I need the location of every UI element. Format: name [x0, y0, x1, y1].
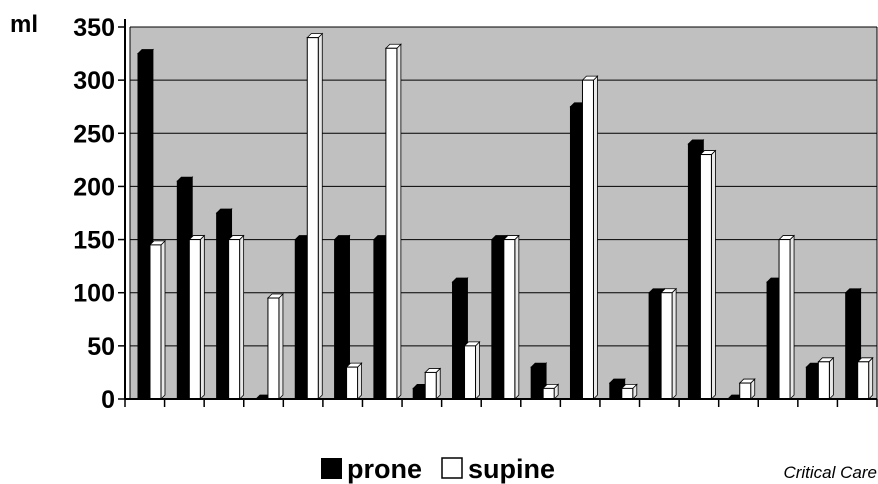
bars: [137, 32, 874, 400]
bar-front: [805, 366, 818, 400]
axes: [118, 19, 878, 407]
bar-side: [317, 32, 323, 400]
bar-side: [357, 362, 362, 400]
bar-side: [868, 356, 874, 400]
bar-supine-13: [620, 383, 638, 400]
bar-front: [621, 387, 634, 400]
bar-front: [346, 366, 359, 400]
bar-front: [503, 239, 516, 400]
bar-front: [648, 292, 661, 400]
bar-side: [789, 234, 795, 400]
bar-side: [593, 75, 598, 400]
bar-supine-16: [738, 378, 756, 400]
y-tick-label: 150: [73, 227, 115, 255]
bar-front: [334, 239, 347, 400]
legend: prone supine: [321, 454, 555, 484]
y-tick-label: 50: [87, 333, 115, 361]
bar-supine-15: [699, 149, 717, 400]
bar-front: [373, 239, 386, 400]
bar-front: [137, 53, 150, 400]
legend-label-supine: supine: [468, 454, 555, 484]
bar-side: [514, 234, 520, 400]
bar-supine-14: [660, 287, 678, 400]
bar-front: [424, 371, 437, 400]
bar-front: [687, 143, 700, 400]
bar-supine-8: [424, 367, 442, 400]
bar-side: [435, 367, 441, 400]
bar-supine-2: [188, 234, 206, 400]
bar-front: [609, 382, 622, 400]
bar-side: [475, 340, 480, 400]
bar-supine-1: [149, 239, 166, 400]
bar-front: [176, 180, 189, 400]
bar-front: [216, 212, 229, 400]
bar-front: [149, 244, 162, 400]
bar-supine-3: [227, 234, 245, 400]
bar-supine-18: [817, 356, 835, 400]
bar-front: [294, 239, 307, 400]
y-tick-label: 350: [73, 14, 115, 42]
bar-supine-4: [266, 293, 284, 400]
bar-front: [491, 239, 504, 400]
legend-label-prone: prone: [347, 454, 422, 484]
bar-front: [766, 281, 779, 400]
bar-front: [530, 366, 543, 400]
y-axis-label: ml: [10, 11, 38, 38]
bar-supine-10: [502, 234, 520, 400]
bar-side: [671, 287, 677, 400]
bar-front: [385, 47, 398, 400]
journal-credit: Critical Care: [783, 463, 877, 482]
bar-supine-12: [581, 75, 599, 400]
bar-supine-17: [778, 234, 796, 400]
bar-front: [739, 382, 752, 400]
bar-side: [396, 43, 402, 400]
bar-side: [239, 234, 245, 400]
bar-front: [845, 292, 858, 400]
bar-front: [699, 154, 712, 400]
bar-front: [188, 239, 201, 400]
bar-front: [412, 387, 425, 400]
bar-front: [542, 387, 555, 400]
bar-front: [569, 106, 582, 400]
y-tick-label: 0: [101, 386, 115, 414]
y-tick-label: 200: [73, 173, 115, 201]
bar-supine-6: [345, 362, 363, 400]
bar-front: [267, 297, 280, 400]
bar-supine-11: [542, 383, 560, 400]
bar-side: [160, 239, 166, 400]
bar-supine-9: [463, 340, 481, 400]
bar-supine-7: [384, 43, 402, 400]
bar-front: [452, 281, 465, 400]
bar-side: [278, 293, 284, 400]
bar-front: [228, 239, 241, 400]
bar-side: [199, 234, 205, 400]
y-tick-labels: 0 50 100 150 200 250 300 350: [73, 14, 115, 414]
y-tick-label: 100: [73, 280, 115, 308]
bar-supine-19: [856, 356, 874, 400]
y-tick-label: 250: [73, 120, 115, 148]
bar-front: [817, 361, 830, 400]
bar-front: [778, 239, 791, 400]
bar-front: [581, 79, 594, 400]
bar-side: [828, 356, 834, 400]
bar-supine-5: [306, 32, 324, 400]
bar-front: [857, 361, 870, 400]
bar-front: [660, 292, 673, 400]
legend-swatch-supine: [441, 457, 463, 479]
bar-front: [464, 345, 477, 400]
legend-swatch-prone: [321, 458, 342, 479]
y-tick-label: 300: [73, 67, 115, 95]
bar-side: [711, 149, 716, 400]
bar-front: [306, 37, 319, 400]
